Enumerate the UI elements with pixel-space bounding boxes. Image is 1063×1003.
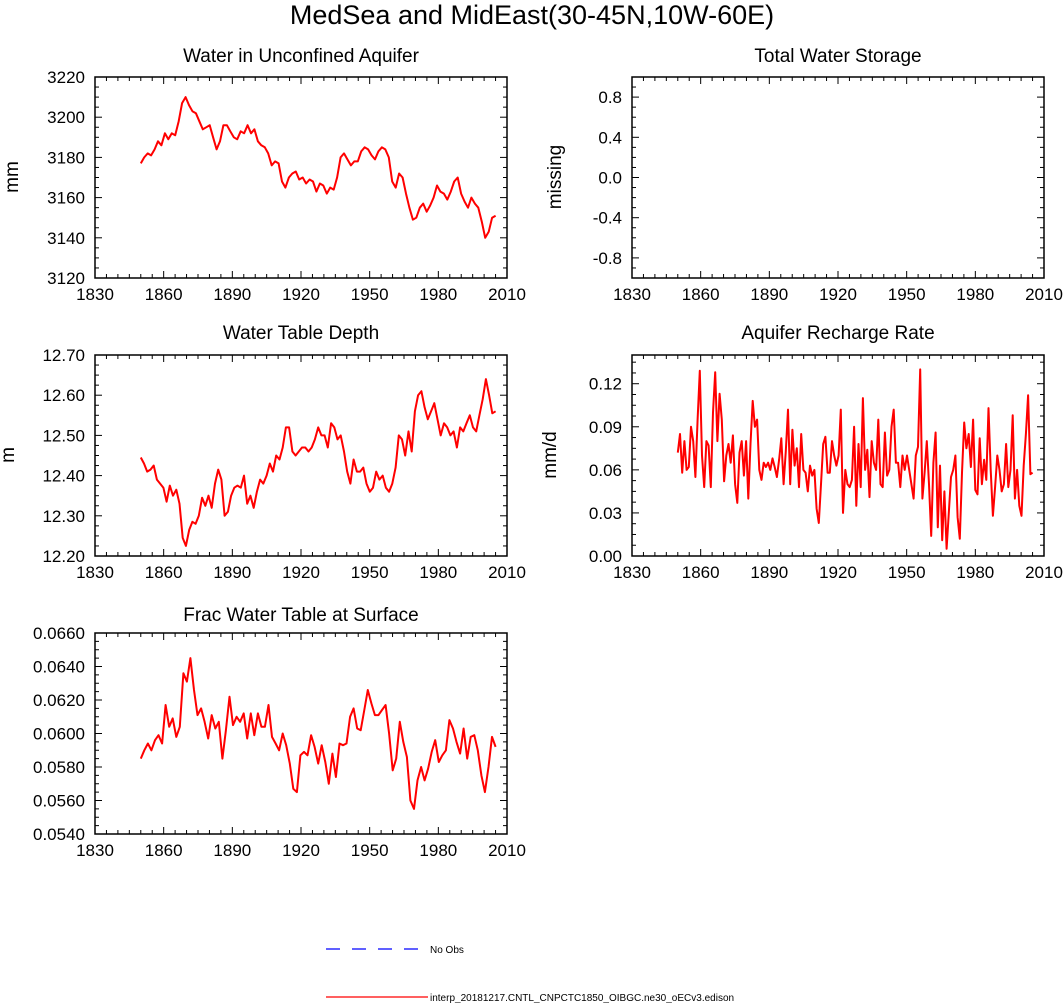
panel-water-in-unconfined-aquifer: Water in Unconfined Aquifer mm 1830 1860 1… <box>2 46 526 304</box>
plot-frame <box>94 354 508 557</box>
panel-frac-water-table-at-surface: Frac Water Table at Surface 1830 1860 1890… <box>33 605 526 860</box>
x-tick-label: 2010 <box>1025 285 1063 304</box>
panel-aquifer-recharge-rate: Aquifer Recharge Rate mm/d 1830 1860 1890 1… <box>540 323 1063 582</box>
x-tick-label: 1830 <box>613 563 651 582</box>
y-tick-label: 0.4 <box>598 128 622 147</box>
panel-water-table-depth: Water Table Depth m 1830 1860 1890 1920 1950… <box>0 323 526 582</box>
x-tick-label: 1890 <box>213 563 251 582</box>
x-tick-label: 1860 <box>145 285 183 304</box>
x-tick-label: 1890 <box>213 841 251 860</box>
x-tick-label: 1920 <box>282 285 320 304</box>
x-tick-label: 1950 <box>351 563 389 582</box>
x-tick-label: 1980 <box>419 285 457 304</box>
y-tick-label: 0.03 <box>589 504 622 523</box>
series-line-model <box>676 368 1034 550</box>
panel-title: Aquifer Recharge Rate <box>741 323 934 344</box>
panel-title: Total Water Storage <box>754 46 921 67</box>
y-tick-label: 0.09 <box>589 418 622 437</box>
y-axis-label: missing <box>545 145 566 209</box>
y-tick-label: 3220 <box>47 68 85 87</box>
x-tick-label: 1950 <box>351 841 389 860</box>
y-tick-label: 12.50 <box>42 426 85 445</box>
figure-title: MedSea and MidEast(30-45N,10W-60E) <box>290 0 774 30</box>
x-tick-label: 1950 <box>888 563 926 582</box>
x-tick-label: 1830 <box>613 285 651 304</box>
x-tick-label: 1920 <box>282 841 320 860</box>
x-tick-label: 1830 <box>76 841 114 860</box>
y-tick-label: 0.06 <box>589 461 622 480</box>
x-tick-label: 1860 <box>682 563 720 582</box>
y-tick-label: 3180 <box>47 148 85 167</box>
y-tick-label: 0.00 <box>589 547 622 566</box>
y-tick-label: 0.0660 <box>33 624 85 643</box>
y-tick-label: 3140 <box>47 229 85 248</box>
series-line-model <box>139 657 497 810</box>
y-tick-label: 0.0640 <box>33 658 85 677</box>
x-tick-label: 1860 <box>145 841 183 860</box>
x-tick-label: 1890 <box>750 285 788 304</box>
x-tick-label: 1860 <box>145 563 183 582</box>
x-tick-label: 1950 <box>888 285 926 304</box>
x-tick-label: 1950 <box>351 285 389 304</box>
series-line-model <box>139 96 497 239</box>
x-tick-label: 2010 <box>488 285 526 304</box>
y-axis-label: mm/d <box>540 431 561 479</box>
x-tick-label: 1860 <box>682 285 720 304</box>
x-tick-label: 1980 <box>419 563 457 582</box>
y-axis-label: mm <box>2 161 23 193</box>
y-tick-label: -0.4 <box>593 209 622 228</box>
y-tick-label: 0.0600 <box>33 725 85 744</box>
x-tick-label: 1920 <box>282 563 320 582</box>
y-tick-label: 0.0560 <box>33 792 85 811</box>
y-tick-label: 0.8 <box>598 88 622 107</box>
x-tick-label: 2010 <box>488 563 526 582</box>
plot-frame <box>94 632 508 835</box>
x-tick-label: 1920 <box>819 285 857 304</box>
series-line-model <box>139 378 497 547</box>
legend-model-label: interp_20181217.CNTL_CNPCTC1850_OIBGC.ne… <box>430 993 734 1003</box>
y-tick-label: 12.20 <box>42 547 85 566</box>
y-tick-label: 0.12 <box>589 375 622 394</box>
panel-title: Water Table Depth <box>223 323 379 344</box>
y-tick-label: 3200 <box>47 108 85 127</box>
y-tick-label: 12.40 <box>42 467 85 486</box>
x-tick-label: 1980 <box>956 563 994 582</box>
x-tick-label: 2010 <box>488 841 526 860</box>
y-tick-label: 12.30 <box>42 507 85 526</box>
x-tick-label: 1890 <box>213 285 251 304</box>
x-tick-label: 2010 <box>1025 563 1063 582</box>
y-tick-label: 0.0620 <box>33 691 85 710</box>
plot-frame <box>631 76 1045 279</box>
x-tick-label: 1980 <box>419 841 457 860</box>
x-tick-label: 1830 <box>76 285 114 304</box>
x-tick-label: 1890 <box>750 563 788 582</box>
legend: No Obs interp_20181217.CNTL_CNPCTC1850_O… <box>326 945 734 1003</box>
y-tick-label: 0.0 <box>598 169 622 188</box>
x-tick-label: 1920 <box>819 563 857 582</box>
y-tick-label: 3160 <box>47 189 85 208</box>
y-tick-label: 12.60 <box>42 386 85 405</box>
y-tick-label: 12.70 <box>42 346 85 365</box>
y-axis-label: m <box>0 447 19 463</box>
x-tick-label: 1980 <box>956 285 994 304</box>
y-tick-label: 3120 <box>47 269 85 288</box>
panel-title: Water in Unconfined Aquifer <box>183 46 420 67</box>
y-tick-label: -0.8 <box>593 249 622 268</box>
y-tick-label: 0.0540 <box>33 825 85 844</box>
x-tick-label: 1830 <box>76 563 114 582</box>
panel-total-water-storage: Total Water Storage missing 1830 1860 1890… <box>545 46 1063 304</box>
legend-obs-label: No Obs <box>430 945 464 956</box>
panel-title: Frac Water Table at Surface <box>183 605 419 626</box>
y-tick-label: 0.0580 <box>33 758 85 777</box>
